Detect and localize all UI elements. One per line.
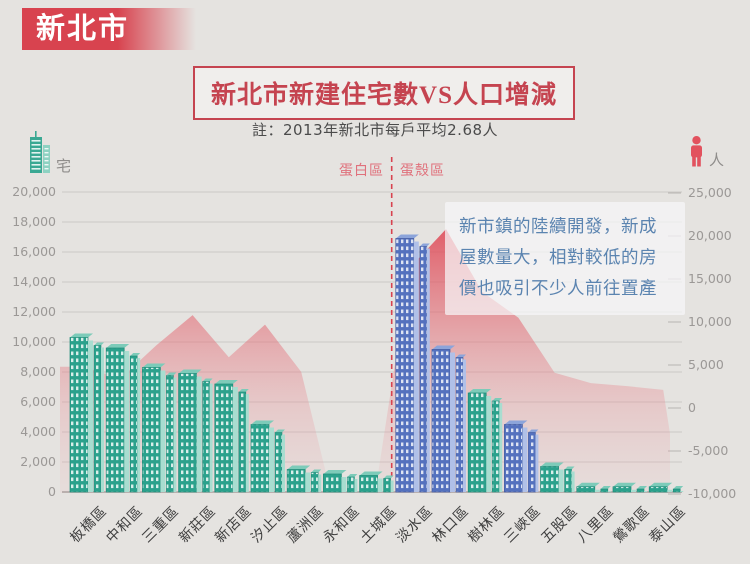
bar-building — [214, 380, 249, 493]
page-title: 新北市新建住宅數VS人口增減 — [193, 66, 575, 120]
bar-building — [467, 389, 503, 493]
region-banner: 新北市 — [22, 8, 196, 50]
bar-building — [431, 345, 466, 493]
bar-building — [504, 420, 539, 493]
left-axis-unit: 宅 — [28, 131, 71, 177]
bar-building — [178, 369, 213, 493]
bar-building — [540, 462, 575, 493]
annotation-callout: 新市鎮的陸續開發，新成屋數量大，相對較低的房價也吸引不少人前往置產 — [445, 202, 685, 315]
bar-building — [105, 344, 141, 493]
bar-building — [250, 420, 285, 493]
building-icon — [28, 131, 52, 177]
bar-building — [323, 470, 358, 493]
bar-building — [359, 471, 394, 493]
bar-building — [286, 465, 322, 493]
bar-building — [612, 482, 647, 493]
bar-building — [576, 482, 611, 493]
left-axis-unit-label: 宅 — [56, 157, 72, 175]
bar-building — [648, 482, 684, 493]
bar-building — [142, 363, 177, 493]
bar-building — [69, 333, 104, 493]
zone-label-egg-shell: 蛋殼區 — [400, 163, 445, 179]
bar-building — [395, 234, 430, 493]
person-icon — [688, 136, 705, 171]
right-axis-unit: 人 — [688, 136, 724, 171]
zone-label-egg-white: 蛋白區 — [339, 163, 384, 179]
right-axis-unit-label: 人 — [709, 151, 725, 169]
subtitle-note: 註：2013年新北市每戶平均2.68人 — [251, 121, 499, 139]
